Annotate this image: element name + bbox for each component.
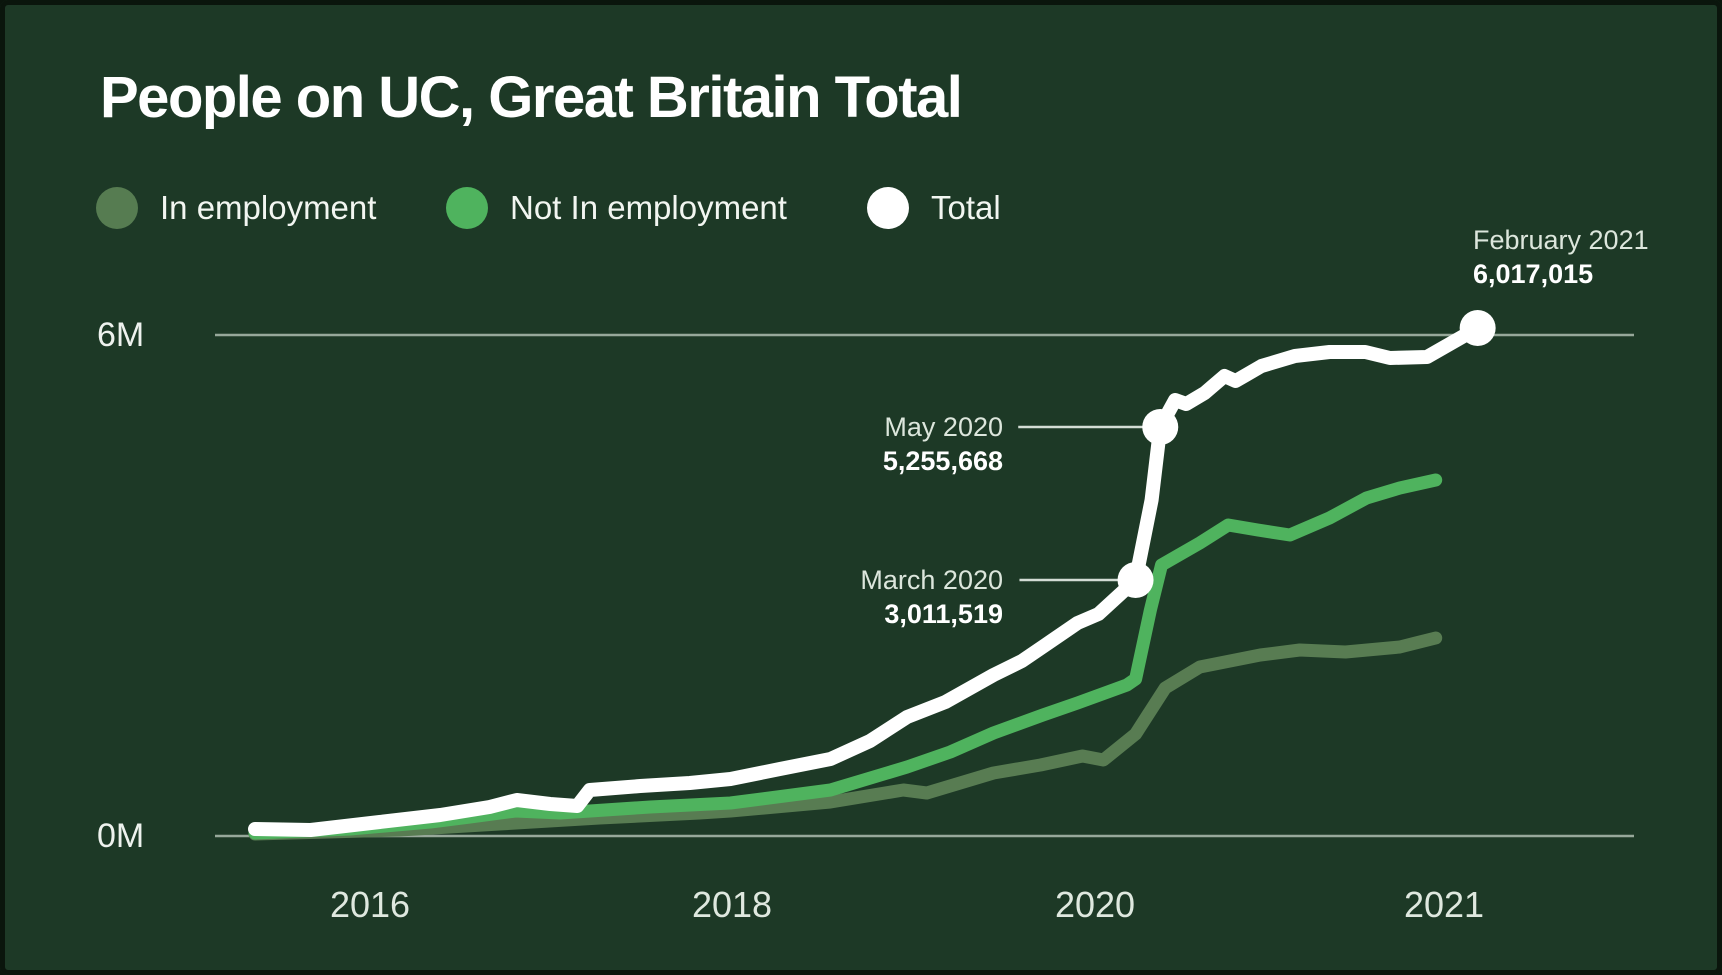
annotation-dot-may-2020 — [1142, 409, 1179, 446]
legend-label-not-in-employment: Not In employment — [510, 189, 787, 226]
annotation-february-2021: February 2021 6,017,015 — [1473, 223, 1649, 291]
legend-item-not-in-employment: Not In employment — [446, 186, 787, 230]
annotation-value: 3,011,519 — [884, 599, 1003, 629]
series-line-total — [248, 321, 1485, 837]
x-axis-tick-2020: 2020 — [1054, 884, 1136, 925]
legend-dot-in-employment-icon — [96, 187, 138, 229]
legend-dot-not-in-employment-icon — [446, 187, 488, 229]
legend-label-in-employment: In employment — [160, 189, 377, 226]
annotation-date: May 2020 — [884, 412, 1003, 442]
series-line-not-in-employment — [248, 473, 1443, 840]
annotation-value: 5,255,668 — [882, 446, 1003, 476]
series-line-in-employment — [248, 631, 1443, 841]
annotation-may-2020: May 2020 5,255,668 — [883, 410, 1003, 478]
x-axis-tick-2016: 2016 — [329, 884, 411, 925]
annotation-dot-march-2020 — [1117, 561, 1154, 598]
annotation-dot-february-2021 — [1459, 309, 1496, 346]
legend-item-total: Total — [867, 186, 1001, 230]
legend-label-total: Total — [931, 189, 1001, 226]
annotation-march-2020: March 2020 3,011,519 — [860, 563, 1003, 631]
x-axis-tick-2021: 2021 — [1403, 884, 1485, 925]
annotation-date: February 2021 — [1473, 225, 1649, 255]
annotation-date: March 2020 — [860, 565, 1003, 595]
x-axis-tick-2018: 2018 — [691, 884, 773, 925]
chart-legend: In employment Not In employment Total — [0, 186, 1722, 230]
chart-title: People on UC, Great Britain Total — [100, 65, 963, 130]
y-axis-tick-0m: 0M — [97, 817, 145, 855]
legend-item-in-employment: In employment — [96, 186, 376, 230]
y-axis-tick-6m: 6M — [97, 316, 145, 354]
annotation-value: 6,017,015 — [1473, 259, 1594, 289]
legend-dot-total-icon — [867, 187, 909, 229]
